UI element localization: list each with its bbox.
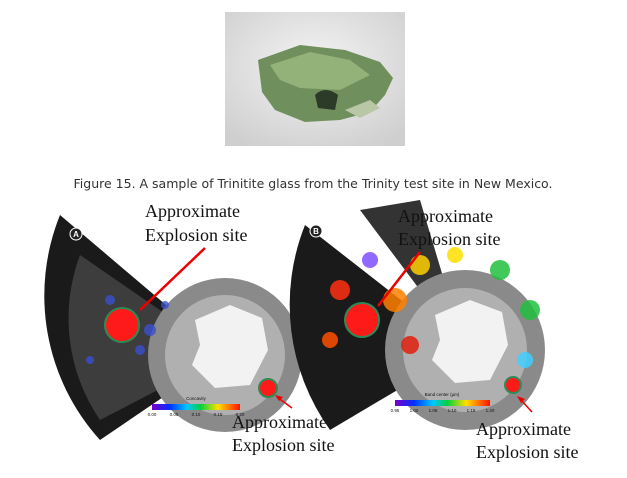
annotation: Explosion site bbox=[398, 229, 501, 249]
caption: Figure 15. A sample of Trinitite glass f… bbox=[74, 176, 553, 191]
panel-label: A bbox=[73, 230, 79, 239]
colorbar-tick-label: 1.10 bbox=[448, 408, 457, 413]
photo bbox=[225, 12, 405, 146]
annotation: Approximate bbox=[476, 419, 571, 439]
colorbar-tick-label: 0.95 bbox=[391, 408, 400, 413]
colorbar-tick-label: 1.15 bbox=[467, 408, 476, 413]
colorbar-tick-label: 0.20 bbox=[236, 412, 245, 417]
colorbar-tick-label: 1.20 bbox=[486, 408, 495, 413]
annotation: Explosion site bbox=[476, 442, 579, 462]
annotation: Approximate bbox=[232, 412, 327, 432]
panel-label: B bbox=[313, 227, 319, 236]
colorbar-tick-label: 1.00 bbox=[410, 408, 419, 413]
colorbar-title: Band center (µm) bbox=[425, 392, 460, 397]
annotation: Explosion site bbox=[145, 225, 248, 245]
map-b: B Band center (µm) 0.95 1.00 1.05 1.10 1.15 1… bbox=[289, 200, 545, 430]
colorbar-tick-label: 0.10 bbox=[192, 412, 201, 417]
colorbar-tick-label: 0.15 bbox=[214, 412, 223, 417]
colorbar-tick-label: 0.05 bbox=[170, 412, 179, 417]
annotation: Explosion site bbox=[232, 435, 335, 455]
colorbar-title: Concavity bbox=[186, 396, 207, 401]
annotation: Approximate bbox=[145, 201, 240, 221]
colorbar-tick-label: 0.00 bbox=[148, 412, 157, 417]
map-a: A Concavity 0.00 0.05 0.10 0.15 0.20 bbox=[44, 215, 302, 440]
annotation: Approximate bbox=[398, 206, 493, 226]
colorbar-tick-label: 1.05 bbox=[429, 408, 438, 413]
